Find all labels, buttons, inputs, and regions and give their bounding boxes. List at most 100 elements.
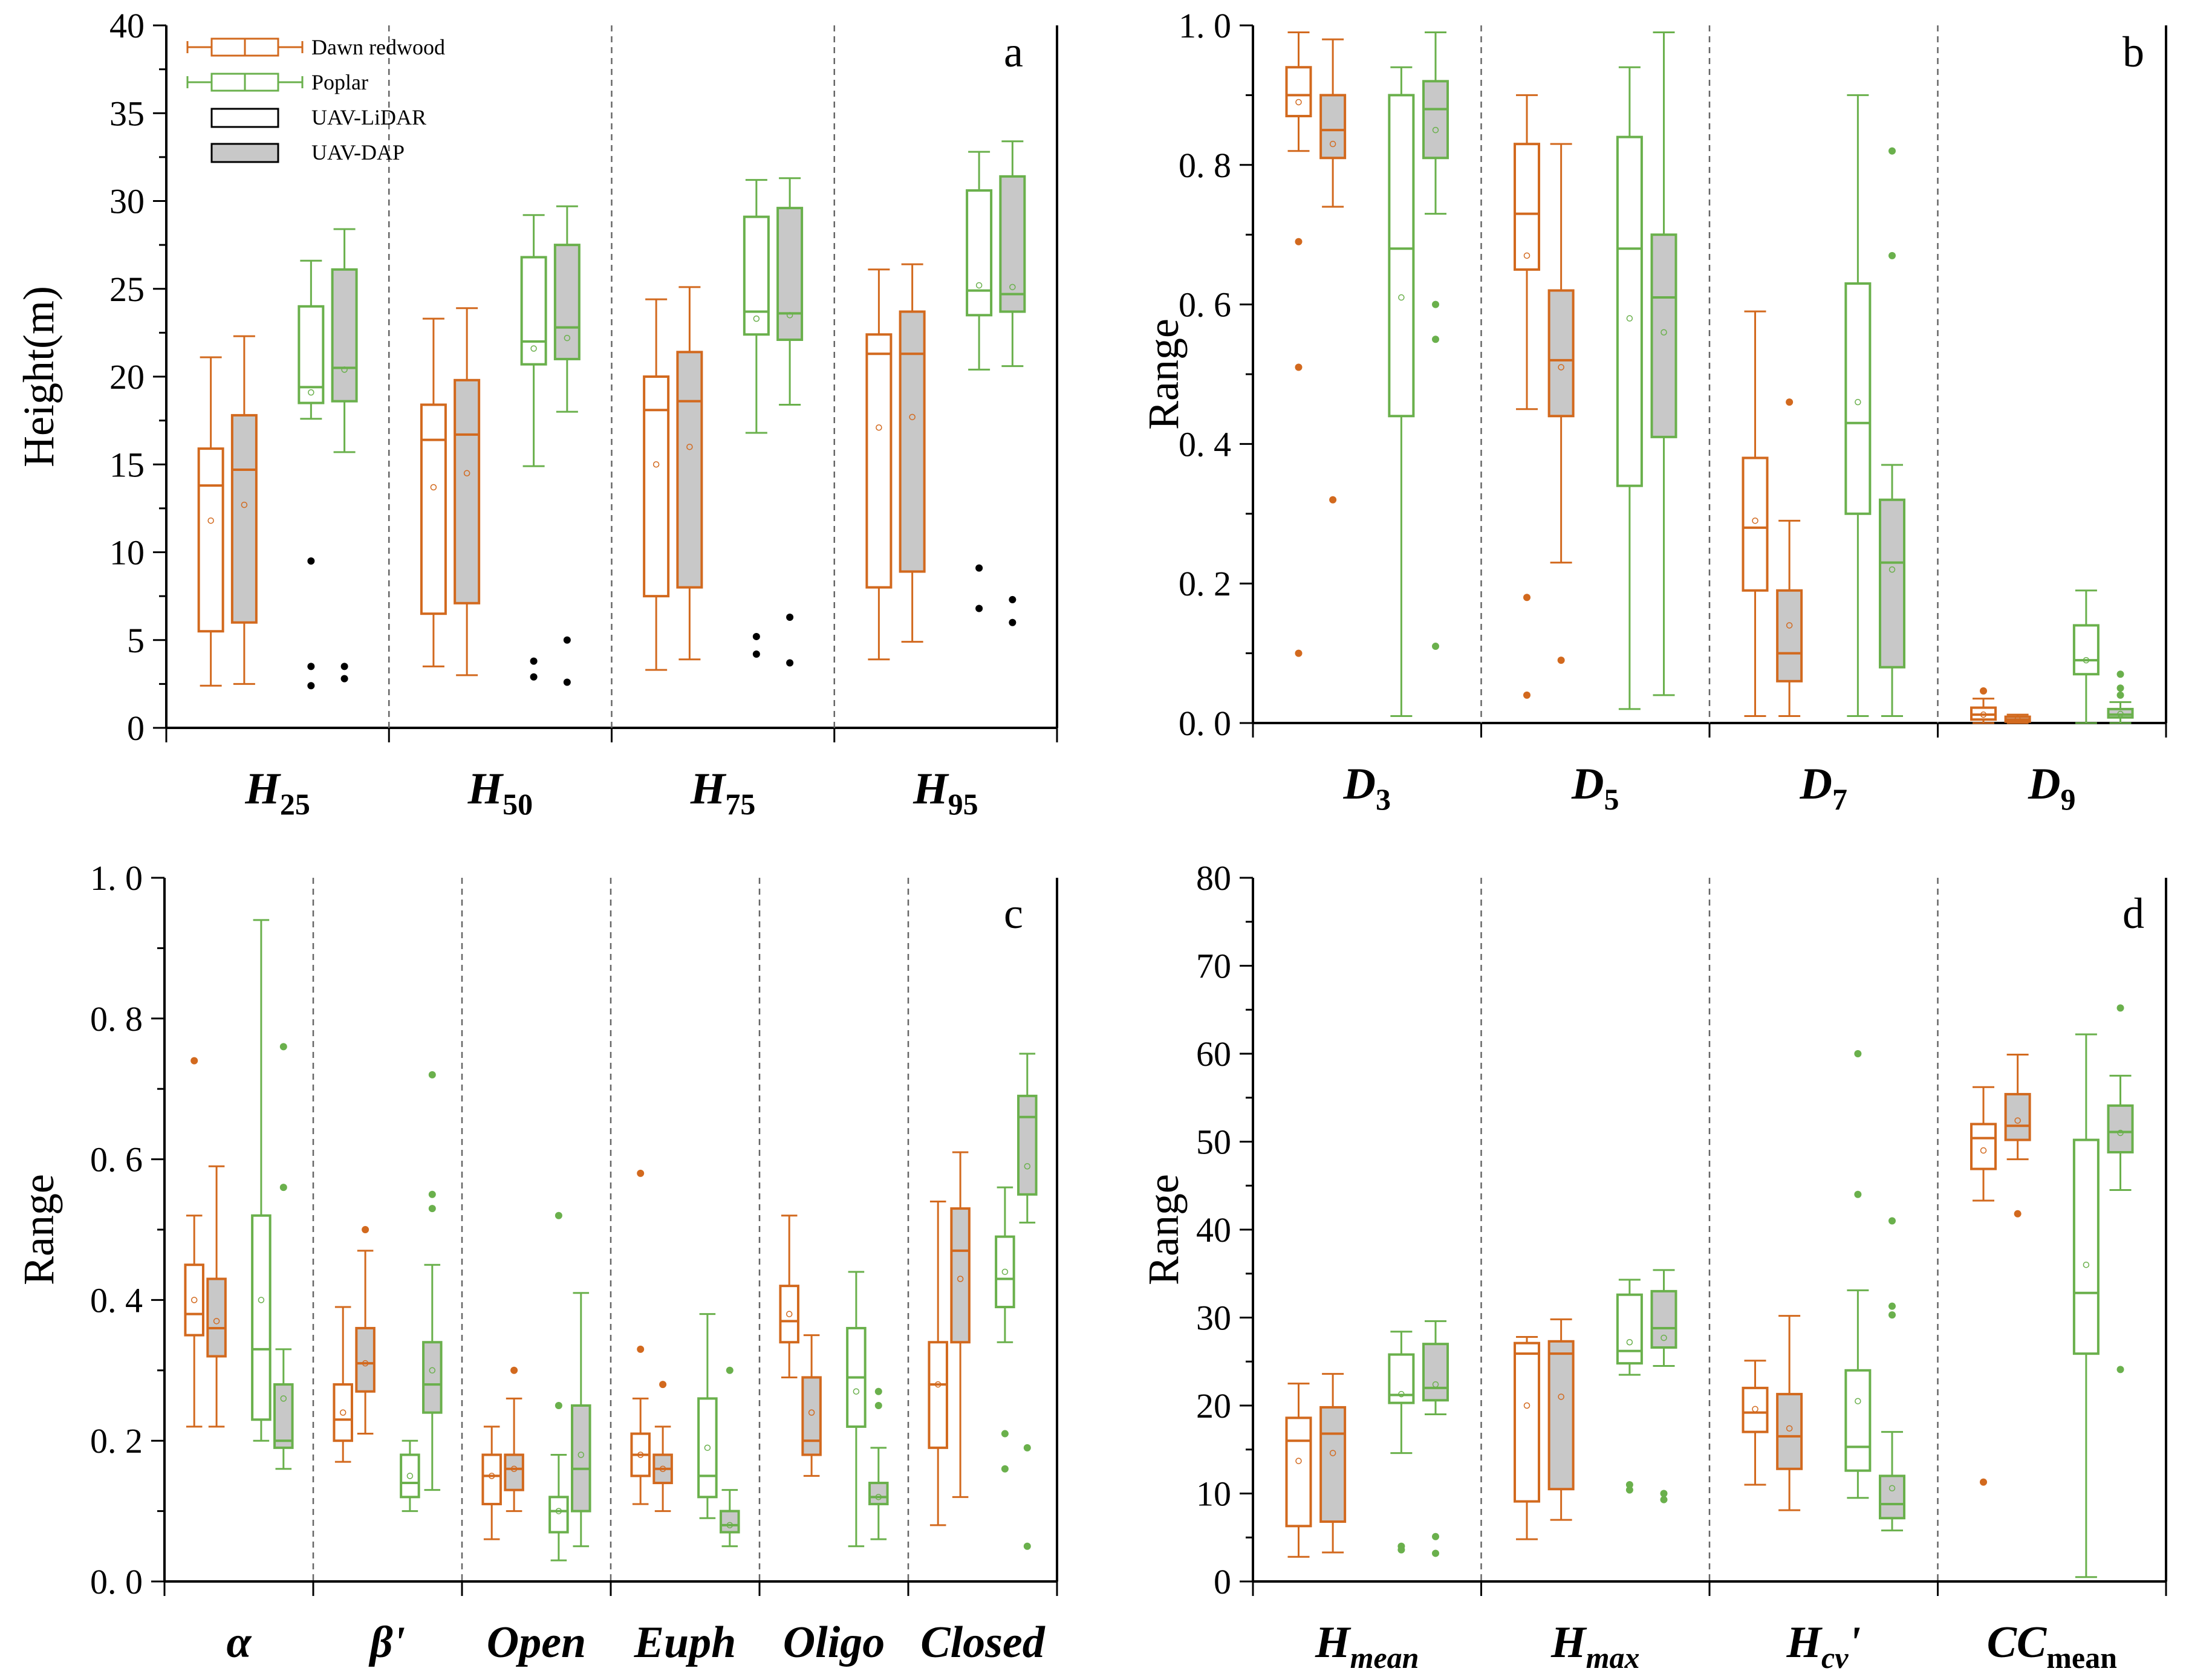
box-iqr	[1514, 1341, 1540, 1503]
box-mean	[1558, 364, 1564, 371]
outlier-point	[510, 1366, 518, 1374]
box-mean	[1329, 1450, 1336, 1456]
box-iqr	[400, 1453, 420, 1499]
outlier-point	[2116, 691, 2124, 699]
x-tick-label: D3	[1343, 759, 1391, 816]
box-poplar-lidar	[2072, 1033, 2100, 1578]
box-iqr	[899, 310, 926, 573]
outlier-point	[428, 1071, 436, 1078]
x-tick-label: D9	[2028, 759, 2075, 816]
panel-d: 0 10 20 30 40 50 60 70 80 Range d Hmean Hmax Hcv' CCme…	[1139, 858, 2167, 1675]
box-iqr	[1547, 289, 1575, 418]
box-mean	[704, 1444, 711, 1451]
box-dawn-dap	[1776, 1315, 1803, 1511]
box-dawn-lidar	[630, 1169, 651, 1505]
outlier-point	[1295, 649, 1303, 657]
box-iqr	[1514, 143, 1540, 271]
box-mean	[1009, 284, 1016, 291]
x-tick-label: H95	[912, 764, 978, 821]
box-dawn-lidar	[1514, 1336, 1540, 1540]
outlier-point	[752, 650, 760, 658]
x-tick-label: D7	[1800, 759, 1847, 816]
box-poplar-lidar	[298, 259, 325, 690]
box-poplar-dap	[1422, 31, 1449, 650]
box-mean	[1786, 1425, 1793, 1432]
outlier-point	[1786, 398, 1794, 406]
box-iqr	[571, 1404, 591, 1513]
box-iqr	[184, 1263, 204, 1337]
x-tick-label: CCmean	[1987, 1618, 2118, 1675]
box-mean	[488, 1473, 495, 1479]
box-mean	[1888, 1485, 1896, 1492]
box-mean	[652, 461, 660, 468]
box-poplar-lidar	[1616, 66, 1643, 710]
box-iqr	[1319, 94, 1347, 160]
box-iqr	[355, 1326, 376, 1393]
box-mean	[1626, 1338, 1633, 1346]
box-iqr	[2107, 707, 2134, 719]
box-poplar-dap	[331, 228, 358, 683]
box-mean	[362, 1360, 369, 1367]
x-tick-label: α	[227, 1618, 252, 1667]
x-tick-label: Hmean	[1315, 1618, 1419, 1675]
box-poplar-lidar	[251, 919, 272, 1442]
box-dawn-dap	[1547, 143, 1575, 664]
box-mean	[1661, 329, 1667, 336]
box-mean	[339, 1409, 346, 1416]
outlier-point	[1888, 251, 1896, 259]
box-poplar-lidar	[1844, 1050, 1872, 1499]
box-poplar-dap	[1650, 1269, 1677, 1503]
outlier-point	[1295, 238, 1303, 245]
box-iqr	[230, 414, 258, 624]
box-iqr	[1422, 80, 1449, 160]
outlier-point	[362, 1226, 369, 1233]
box-iqr	[868, 1482, 889, 1505]
outlier-point	[1432, 1532, 1439, 1540]
box-iqr	[1547, 1340, 1575, 1491]
outlier-point	[1001, 1430, 1009, 1438]
box-mean	[510, 1465, 518, 1473]
outlier-point	[2116, 670, 2124, 678]
box-mean	[1295, 99, 1302, 106]
box-poplar-dap	[2107, 670, 2134, 724]
box-dawn-lidar	[1970, 687, 1997, 724]
outlier-point	[1001, 1465, 1009, 1473]
y-tick-label: 0. 6	[1179, 285, 1231, 325]
y-tick-label: 0	[1214, 1562, 1231, 1601]
panel-letter: d	[2123, 889, 2144, 938]
box-dawn-lidar	[1970, 1086, 1997, 1486]
box-mean	[1855, 398, 1861, 406]
x-tick-label: Euph	[634, 1618, 737, 1667]
y-axis-label: Range	[15, 1174, 63, 1285]
outlier-point	[1625, 1481, 1633, 1488]
box-poplar-lidar	[548, 1211, 569, 1562]
box-dawn-dap	[801, 1334, 822, 1477]
x-tick-label: Oligo	[783, 1618, 885, 1667]
box-poplar-lidar	[1844, 94, 1872, 717]
x-tick-label: H50	[467, 764, 533, 821]
box-mean	[876, 424, 882, 431]
box-mean	[1558, 1393, 1564, 1400]
box-poplar-lidar	[743, 179, 770, 658]
box-iqr	[1616, 1293, 1643, 1365]
outlier-point	[1888, 147, 1896, 155]
box-mean	[1523, 252, 1531, 259]
box-iqr	[1742, 1386, 1769, 1433]
box-mean	[1752, 1406, 1758, 1413]
outlier-point	[1523, 691, 1531, 699]
outlier-point	[752, 632, 760, 640]
y-axis-label: Height(m)	[15, 286, 63, 467]
y-tick-label: 5	[127, 621, 145, 660]
box-iqr	[454, 378, 481, 605]
box-iqr	[720, 1510, 740, 1534]
box-mean	[1661, 1334, 1667, 1341]
box-mean	[308, 389, 314, 396]
y-tick-label: 10	[109, 533, 145, 572]
outlier-point	[726, 1366, 734, 1374]
box-iqr	[1319, 1406, 1347, 1523]
box-mean	[1786, 622, 1793, 629]
box-iqr	[420, 403, 447, 615]
box-iqr	[865, 333, 893, 589]
box-iqr	[779, 1285, 799, 1344]
box-dawn-dap	[2004, 713, 2031, 724]
